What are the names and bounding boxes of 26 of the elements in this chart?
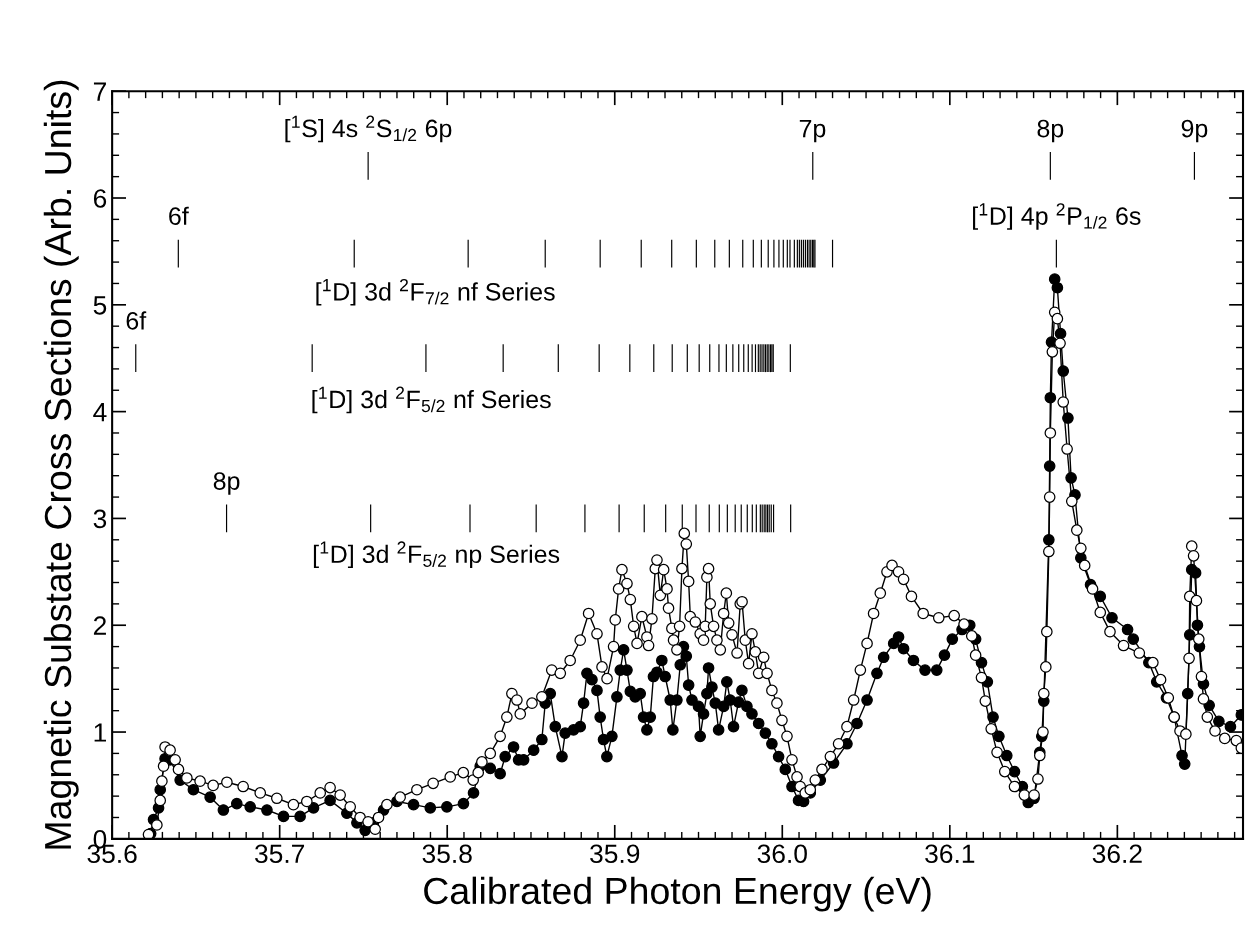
y-tick-label: 6 xyxy=(93,189,107,208)
x-tick-label: 35.7 xyxy=(255,844,305,864)
x-tick-label: 36.0 xyxy=(757,844,807,864)
annotation: 8p xyxy=(1037,119,1064,143)
annotation: [$^{1}$S] 4s $^{2}$S$_{1/2}$ 6p xyxy=(285,115,452,143)
annotation: [$^{1}$D] 3d $^{2}$F$_{5/2}$ nf Series xyxy=(312,386,551,414)
annotation: 9p xyxy=(1181,119,1208,143)
y-tick-label: 2 xyxy=(93,616,106,635)
annotation: [$^{1}$D] 3d $^{2}$F$_{7/2}$ nf Series xyxy=(316,278,555,306)
x-tick-label: 36.1 xyxy=(925,844,975,864)
x-tick-label: 36.2 xyxy=(1092,844,1142,864)
y-tick-label: 4 xyxy=(93,403,107,422)
x-tick-label: 35.8 xyxy=(422,844,472,864)
x-tick-label: 35.9 xyxy=(590,844,640,864)
y-axis-title: Magnetic Substate Cross Sections (Arb. Units) xyxy=(43,80,79,849)
y-tick-label: 7 xyxy=(93,82,106,101)
y-tick-label: 1 xyxy=(94,723,106,742)
annotation: 6f xyxy=(126,311,147,330)
annotation: [$^{1}$D] 3d $^{2}$F$_{5/2}$ np Series xyxy=(313,541,560,569)
annotation: [$^{1}$D] 4p $^{2}$P$_{1/2}$ 6s xyxy=(973,203,1141,230)
annotation: 7p xyxy=(799,119,826,143)
annotation: 6f xyxy=(169,206,189,225)
annotation: 8p xyxy=(213,472,240,495)
y-tick-label: 3 xyxy=(93,509,107,529)
x-axis-title: Calibrated Photon Energy (eV) xyxy=(424,876,931,912)
y-tick-label: 5 xyxy=(93,296,107,315)
